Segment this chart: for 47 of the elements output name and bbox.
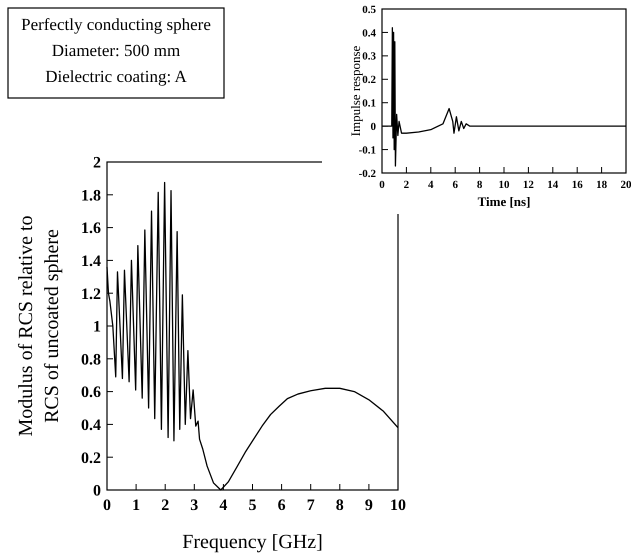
x-tick-label: 5 xyxy=(248,497,256,514)
y-tick-label: 0.2 xyxy=(362,74,376,86)
y-tick-label: 0.3 xyxy=(362,50,376,63)
x-tick-label: 1 xyxy=(132,497,140,514)
x-tick-label: 10 xyxy=(498,179,510,191)
y-tick-label: 0 xyxy=(370,120,376,133)
x-tick-label: 2 xyxy=(161,497,170,514)
y-tick-label: 0 xyxy=(93,482,101,500)
y-tick-label: 1.8 xyxy=(81,187,101,204)
x-tick-label: 18 xyxy=(596,179,608,191)
y-tick-label: -0.1 xyxy=(358,144,376,156)
y-axis-title: Impulse response xyxy=(348,45,363,136)
x-tick-label: 3 xyxy=(190,497,198,514)
y-tick-label: 0.5 xyxy=(362,4,376,16)
x-tick-label: 16 xyxy=(572,179,584,191)
text: Dielectric coating: A xyxy=(45,67,188,86)
y-tick-label: 1.4 xyxy=(81,253,101,270)
x-tick-label: 6 xyxy=(278,497,286,514)
x-tick-label: 12 xyxy=(522,179,534,191)
x-tick-label: 4 xyxy=(428,179,434,191)
x-tick-label: 6 xyxy=(452,179,458,191)
x-tick-label: 2 xyxy=(404,179,410,191)
x-tick-label: 9 xyxy=(364,497,373,514)
y-tick-label: 1 xyxy=(93,318,101,336)
y-tick-label: 1.2 xyxy=(81,286,101,303)
y-tick-label: 0.4 xyxy=(362,27,376,40)
x-tick-label: 8 xyxy=(476,179,483,191)
x-tick-label: 14 xyxy=(547,179,559,191)
y-tick-label: 0.4 xyxy=(81,417,101,434)
x-tick-label: 4 xyxy=(219,497,228,514)
y-tick-label: 1.6 xyxy=(81,220,101,238)
y-tick-label: 0.2 xyxy=(81,450,101,467)
x-tick-label: 8 xyxy=(336,497,344,514)
x-tick-label: 10 xyxy=(390,497,406,514)
text: Perfectly conducting sphere xyxy=(21,15,211,34)
x-axis-title: Time [ns] xyxy=(478,194,530,209)
y-tick-label: -0.2 xyxy=(358,168,376,180)
x-tick-label: 7 xyxy=(306,497,315,514)
y-axis-title: Modulus of RCS relative to RCS of uncoated sphere xyxy=(15,215,63,437)
x-axis-title: Frequency [GHz] xyxy=(182,531,323,553)
y-tick-label: 0.1 xyxy=(362,98,376,110)
y-tick-label: 2 xyxy=(93,154,101,172)
x-tick-label: 20 xyxy=(620,179,631,191)
text: Diameter: 500 mm xyxy=(52,41,180,60)
y-tick-label: 0.6 xyxy=(81,384,101,402)
y-tick-label: 0.8 xyxy=(81,351,101,368)
x-tick-label: 0 xyxy=(379,179,386,191)
